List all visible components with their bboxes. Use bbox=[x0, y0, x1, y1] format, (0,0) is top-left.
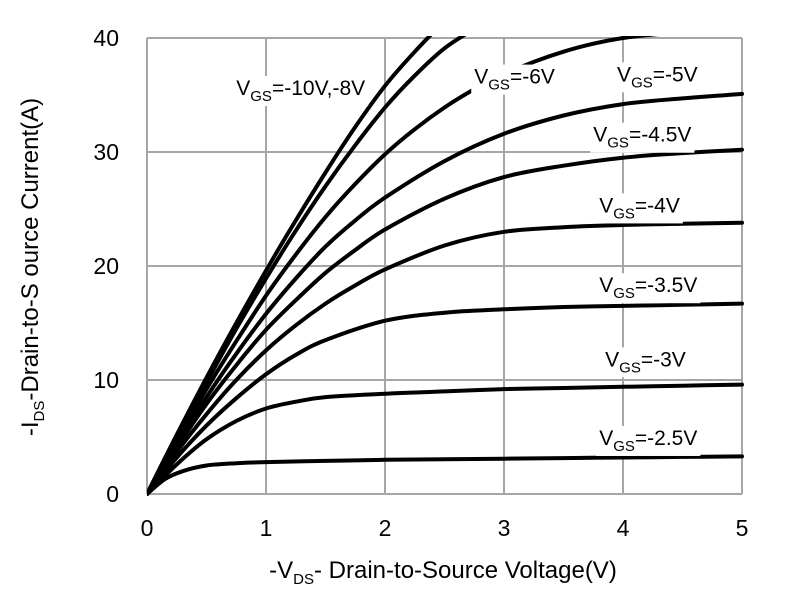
curve-label-bg bbox=[471, 64, 558, 95]
curve-label-text: VGS=-5V bbox=[617, 63, 698, 91]
curve-label-text: VGS=-3.5V bbox=[599, 274, 697, 302]
series-line-vgs-8v bbox=[147, 36, 467, 496]
x-tick-label-3: 3 bbox=[498, 515, 511, 541]
curve-label-0: VGS=-10V,-8V bbox=[233, 76, 369, 106]
x-tick-label-2: 2 bbox=[379, 515, 392, 541]
series-line-vgs-4v bbox=[147, 220, 744, 496]
series-line-vgs-4-5v bbox=[147, 147, 744, 496]
series-line-vgs-6v bbox=[147, 36, 660, 496]
x-tick-label-4: 4 bbox=[617, 515, 630, 541]
curve-label-6: VGS=-3V bbox=[602, 347, 689, 378]
series-line-vgs-3-5v bbox=[147, 301, 744, 496]
curve-label-text: VGS=-4.5V bbox=[593, 124, 691, 152]
curve-label-text: VGS=-6V bbox=[474, 66, 555, 94]
x-tick-label-1: 1 bbox=[260, 515, 273, 541]
curve-label-bg bbox=[602, 347, 689, 378]
curve-label-3: VGS=-4.5V bbox=[590, 122, 695, 153]
series-line-vgs-3v bbox=[147, 382, 744, 496]
y-tick-label-1: 10 bbox=[93, 367, 119, 393]
curve-label-4: VGS=-4V bbox=[596, 193, 683, 224]
y-axis-title: -IDS-Drain-to-S ource Current(A) bbox=[17, 98, 48, 436]
x-tick-label-0: 0 bbox=[141, 515, 154, 541]
curve-label-5: VGS=-3.5V bbox=[596, 273, 701, 304]
x-axis-title: -VDS- Drain-to-Source Voltage(V) bbox=[269, 557, 617, 588]
curve-label-bg bbox=[596, 193, 683, 224]
y-tick-label-2: 20 bbox=[93, 253, 119, 279]
series-line-vgs-5v bbox=[147, 91, 744, 496]
series-line-vgs-2-5v bbox=[147, 454, 744, 496]
curve-labels: VGS=-10V,-8V VGS=-6V VGS=-5V VGS=-4.5V VGS=-… bbox=[233, 62, 701, 456]
curve-label-bg bbox=[590, 122, 695, 153]
x-tick-label-5: 5 bbox=[736, 515, 749, 541]
curve-label-bg bbox=[596, 425, 701, 456]
curve-label-text: VGS=-4V bbox=[599, 194, 680, 222]
curve-label-bg bbox=[596, 273, 701, 304]
curve-label-2: VGS=-5V bbox=[614, 62, 701, 93]
curve-label-text: VGS=-10V,-8V bbox=[236, 77, 365, 105]
curve-label-1: VGS=-6V bbox=[471, 64, 558, 95]
series-lines bbox=[147, 36, 744, 496]
y-tick-label-4: 40 bbox=[93, 25, 119, 51]
curve-label-7: VGS=-2.5V bbox=[596, 425, 701, 456]
y-tick-label-0: 0 bbox=[106, 481, 119, 507]
y-tick-label-3: 30 bbox=[93, 139, 119, 165]
curve-label-text: VGS=-3V bbox=[605, 348, 686, 376]
curve-label-bg bbox=[614, 62, 701, 93]
curve-label-text: VGS=-2.5V bbox=[599, 427, 697, 455]
tick-labels: 0 1 2 3 4 5 0 10 20 30 40 bbox=[93, 25, 748, 541]
curve-label-bg bbox=[233, 76, 369, 106]
